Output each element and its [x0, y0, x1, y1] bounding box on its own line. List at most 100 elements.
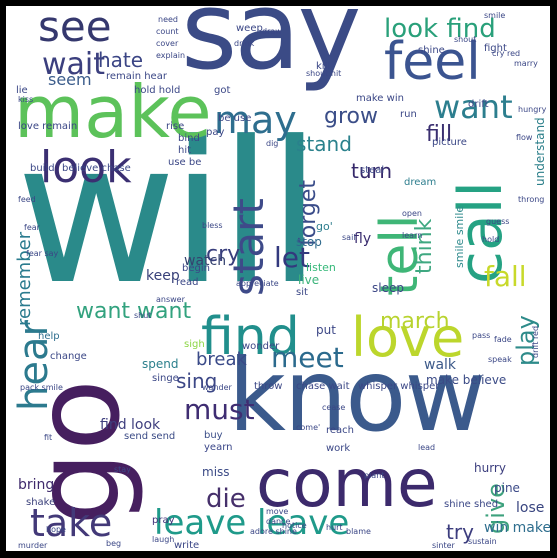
- word-adore-shine: adore shine: [250, 527, 297, 536]
- word-plant: plant: [364, 471, 385, 480]
- word-dance: dance: [266, 517, 291, 526]
- word-drift: drift: [468, 99, 489, 110]
- word-sinter: sinter: [432, 541, 455, 550]
- word-run: run: [400, 109, 417, 120]
- word-know: know: [228, 337, 486, 454]
- word-wonder: wonder: [242, 341, 280, 352]
- word-explain: explain: [156, 51, 186, 60]
- word-feed: feed: [18, 195, 36, 204]
- word-listen: listen: [306, 261, 336, 274]
- word-pack-smile: pack smile: [20, 383, 63, 392]
- word-take: take: [30, 501, 113, 545]
- word-seem: seem: [48, 70, 92, 89]
- word-fade: fade: [494, 335, 512, 344]
- word-be-use: be use: [218, 113, 252, 124]
- word-picture: picture: [432, 137, 467, 148]
- word-meet: meet: [271, 341, 344, 374]
- word-hold: hold: [482, 235, 500, 244]
- word-lose: lose: [516, 500, 545, 516]
- word-bring: bring: [18, 477, 55, 493]
- word-reach: reach: [326, 425, 355, 436]
- word-hit: hit: [178, 145, 192, 156]
- word-work: work: [326, 443, 351, 454]
- word-hurt: hurt: [326, 523, 343, 532]
- word-find-look: find look: [100, 417, 161, 433]
- word-dream: dream: [404, 177, 437, 188]
- word-shine-shed: shine shed: [444, 499, 499, 510]
- word-stop: stop: [296, 235, 322, 249]
- word-blame: blame: [346, 527, 371, 536]
- word-laugh: laugh: [152, 535, 175, 544]
- word-shake: shake: [26, 497, 56, 508]
- word-remember: remember: [14, 231, 35, 326]
- word-turn: turn: [351, 159, 393, 183]
- word-understand: understand: [533, 117, 547, 186]
- word-buy: buy: [204, 430, 223, 441]
- word-watch: watch: [184, 253, 227, 269]
- word-smile: smile: [484, 11, 506, 20]
- word-wait: wait: [42, 47, 106, 82]
- word-speak: speak: [488, 355, 512, 364]
- word-learn: learn: [402, 231, 423, 240]
- word-answer: answer: [156, 295, 185, 304]
- word-pine: pine: [494, 481, 520, 495]
- word-write: write: [174, 540, 200, 551]
- word-fill: fill: [426, 122, 453, 147]
- word-sigh: sigh: [184, 339, 205, 350]
- word-throw: throw: [254, 381, 283, 392]
- word-march: march: [380, 309, 450, 334]
- word-fit: fit: [44, 433, 53, 442]
- word-hurry: hurry: [474, 461, 506, 475]
- word-read: read: [176, 277, 199, 288]
- word-sing: sing: [176, 369, 218, 393]
- word-dig: dig: [266, 139, 279, 148]
- word-fall: fall: [484, 260, 527, 293]
- word-cloud: will go know say make come love call tel…: [6, 6, 550, 551]
- word-keep: keep: [146, 268, 180, 284]
- word-lead: lead: [418, 443, 436, 452]
- word-put: put: [316, 323, 336, 337]
- word-weep: weep: [236, 23, 263, 34]
- word-marry: marry: [514, 59, 538, 68]
- word-use-be: use be: [168, 157, 202, 168]
- word-think: think: [412, 218, 437, 274]
- word-go-apos: go': [316, 220, 333, 233]
- word-lie: lie: [16, 85, 28, 96]
- word-draw: draw: [262, 27, 282, 36]
- word-want: want: [434, 88, 513, 126]
- word-hope: hope: [46, 525, 66, 534]
- word-count: count: [156, 27, 179, 36]
- word-come: come: [256, 445, 438, 522]
- word-hungry: hungry: [518, 105, 547, 114]
- word-look-find: look find: [384, 14, 496, 44]
- word-cease: cease: [322, 403, 346, 412]
- word-drift-red: drift red: [531, 325, 540, 358]
- word-pray: pray: [152, 515, 175, 526]
- word-make-believe: make believe: [426, 373, 507, 387]
- word-feel: feel: [384, 32, 481, 92]
- word-beg: beg: [106, 539, 122, 548]
- word-miss: miss: [202, 465, 230, 479]
- word-send-send: send send: [124, 431, 176, 442]
- word-change: change: [50, 351, 87, 362]
- word-bless: bless: [202, 221, 223, 230]
- word-see: see: [38, 6, 112, 51]
- word-yearn: yearn: [204, 442, 233, 453]
- word-cover: cover: [156, 39, 179, 48]
- word-notice: notice: [282, 521, 307, 530]
- word-love-remain: love remain: [18, 121, 78, 132]
- word-hold-hold: hold hold: [134, 85, 181, 96]
- word-come-apos: come': [296, 423, 321, 432]
- word-must: must: [184, 393, 255, 426]
- word-guess: guess: [486, 217, 510, 226]
- word-sit: sit: [296, 287, 308, 298]
- word-believe-chase: believe chase: [62, 163, 131, 174]
- word-chase-wait: chase wait: [296, 381, 350, 392]
- word-sleep: sleep: [372, 281, 404, 295]
- word-cry: cry: [206, 242, 241, 267]
- word-rise: rise: [166, 121, 185, 132]
- word-move: move: [266, 507, 289, 516]
- word-pass: pass: [472, 331, 491, 340]
- word-begin: begin: [182, 263, 210, 274]
